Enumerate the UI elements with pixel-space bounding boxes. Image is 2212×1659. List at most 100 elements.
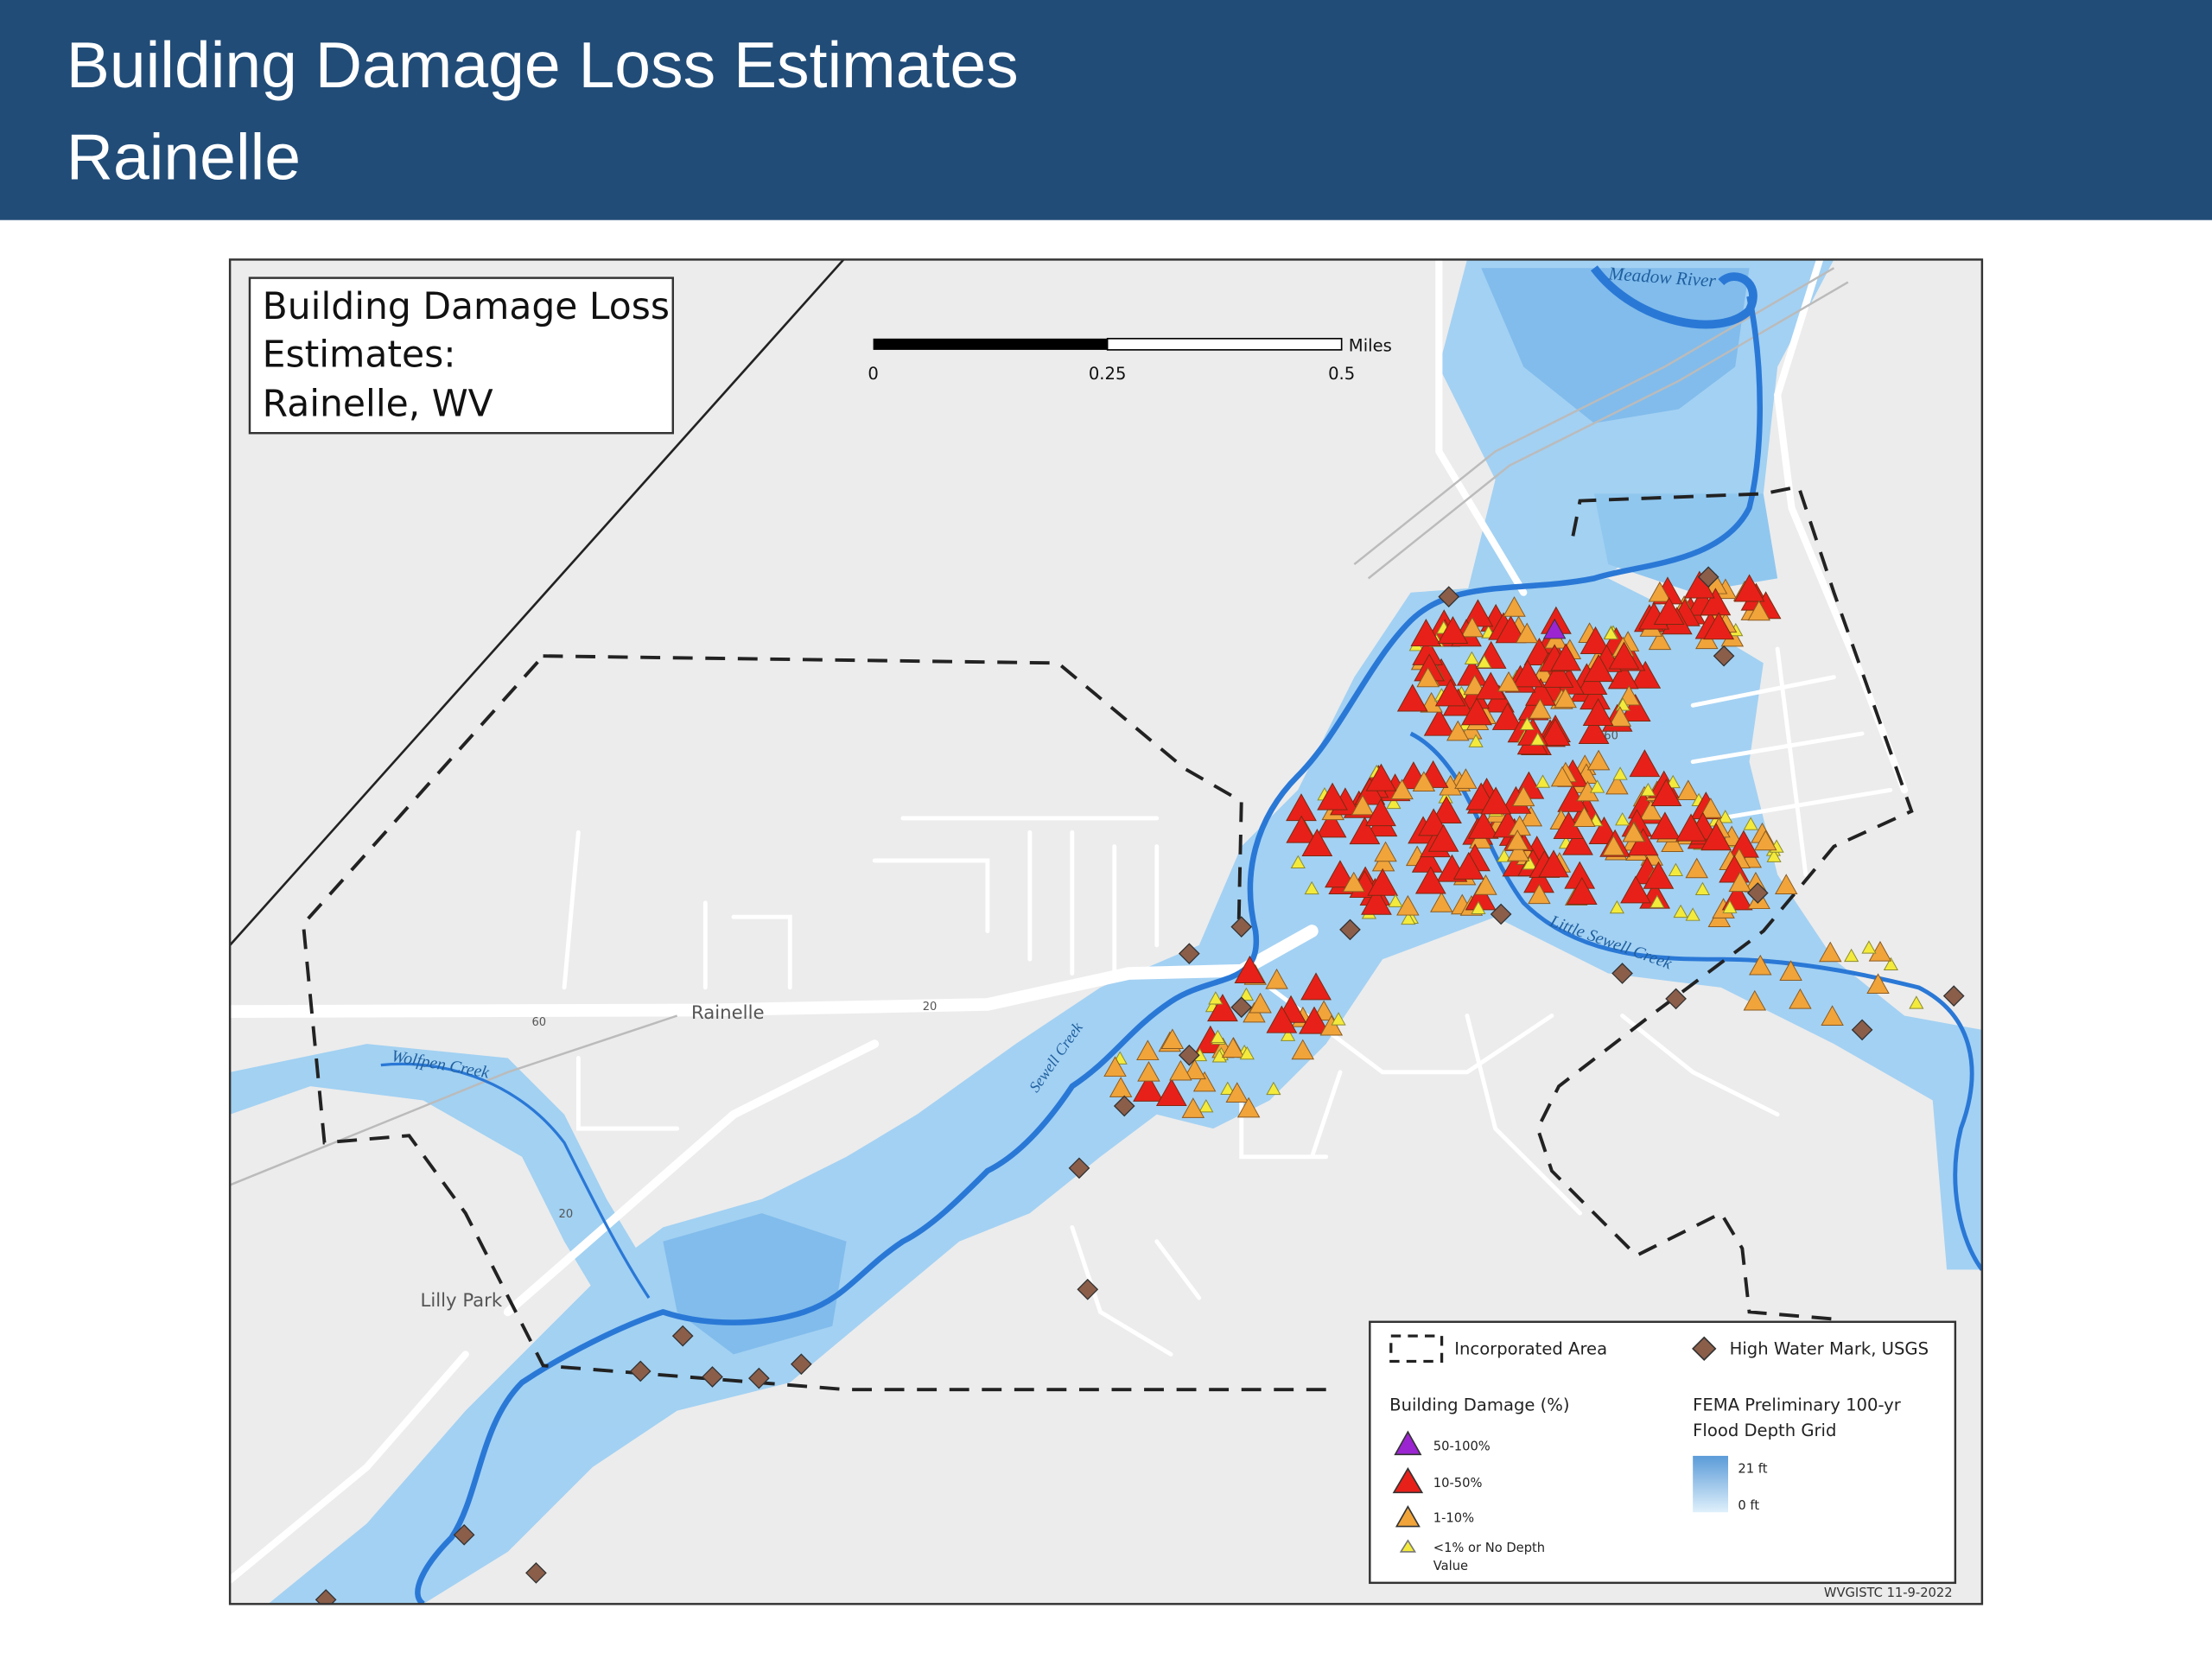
high-water-mark (702, 1366, 723, 1388)
damage-marker (1281, 1027, 1296, 1041)
map (230, 259, 1982, 1605)
damage-marker (1299, 1006, 1330, 1034)
damage-marker (1315, 810, 1347, 838)
damage-marker (1505, 830, 1529, 850)
damage-marker (1620, 875, 1651, 904)
damage-marker (1630, 660, 1662, 689)
map-title-line: Estimates: (263, 334, 456, 376)
damage-marker (1583, 654, 1614, 683)
damage-markers (315, 566, 1965, 1605)
legend-label: 10-50% (1433, 1476, 1483, 1491)
legend-heading: Flood Depth Grid (1693, 1421, 1836, 1440)
railroad (230, 267, 1849, 1186)
high-water-mark (1339, 918, 1361, 941)
damage-marker (1388, 893, 1403, 907)
damage-marker (1542, 659, 1574, 688)
legend-symbol (1389, 1334, 1444, 1363)
damage-marker (1673, 904, 1688, 918)
damage-marker (1477, 654, 1492, 669)
damage-marker (1461, 697, 1493, 726)
header-title: Building Damage Loss Estimates (67, 29, 1019, 101)
legend-gradient (1693, 1455, 1728, 1513)
damage-marker (1573, 806, 1596, 827)
damage-marker (1629, 749, 1661, 778)
road-label: 60 (1604, 730, 1618, 743)
high-water-mark (1942, 985, 1965, 1007)
legend-label: High Water Mark, USGS (1730, 1338, 1929, 1358)
damage-marker (1512, 659, 1543, 688)
scale-unit: Miles (1349, 336, 1392, 356)
damage-marker (1754, 830, 1777, 851)
damage-marker (1503, 596, 1526, 617)
damage-marker (1239, 1046, 1255, 1060)
damage-marker (1607, 661, 1639, 690)
damage-marker (1198, 1098, 1214, 1113)
damage-marker (1728, 871, 1751, 893)
legend-label: 50-100% (1433, 1439, 1491, 1453)
damage-marker (1694, 881, 1711, 895)
damage-marker (1883, 957, 1898, 971)
damage-marker (1103, 1056, 1127, 1077)
high-water-mark (1713, 645, 1735, 667)
damage-marker (1522, 855, 1537, 870)
damage-marker (1602, 835, 1625, 856)
damage-marker (1221, 1037, 1245, 1058)
damage-marker (1420, 691, 1443, 713)
damage-marker (1386, 795, 1402, 810)
high-water-mark (1077, 1278, 1099, 1300)
damage-marker (1718, 810, 1733, 823)
damage-marker (1471, 900, 1486, 914)
damage-marker (1468, 734, 1484, 747)
damage-marker (1747, 600, 1770, 621)
damage-marker (1685, 907, 1700, 921)
damage-marker (1286, 815, 1318, 843)
damage-marker (1722, 899, 1738, 913)
damage-marker (1866, 973, 1890, 995)
legend-label: 1-10% (1433, 1511, 1474, 1526)
damage-marker (1506, 841, 1530, 861)
damage-marker (1566, 876, 1598, 905)
damage-marker (1137, 1060, 1160, 1082)
damage-marker (1437, 616, 1469, 645)
damage-marker (1475, 671, 1507, 700)
damage-marker (1136, 1039, 1160, 1061)
high-water-mark (629, 1360, 652, 1382)
damage-marker (1733, 574, 1765, 602)
legend-symbol (1395, 1505, 1421, 1528)
damage-marker (1460, 616, 1484, 638)
damage-marker (1650, 778, 1682, 806)
high-water-mark (1230, 996, 1253, 1019)
damage-marker (1365, 763, 1397, 791)
damage-marker (1603, 626, 1618, 640)
damage-marker (1412, 771, 1436, 791)
damage-marker (1396, 894, 1420, 916)
map-title: Building Damage Loss Estimates: Rainelle… (263, 286, 670, 426)
damage-marker (1497, 671, 1521, 692)
high-water-mark (1697, 566, 1719, 588)
damage-marker (1700, 588, 1732, 616)
legend-label: Value (1433, 1559, 1468, 1573)
damage-marker (1528, 883, 1551, 905)
map-title-line: Rainelle, WV (263, 384, 493, 426)
damage-marker (1861, 940, 1877, 954)
damage-marker (1627, 828, 1659, 856)
damage-marker (1474, 874, 1497, 895)
damage-marker (1480, 786, 1512, 815)
damage-marker (1675, 813, 1707, 842)
damage-marker (1542, 618, 1567, 639)
map-frame (228, 258, 1984, 1605)
legend-heading: Building Damage (%) (1389, 1395, 1569, 1415)
damage-marker (1414, 866, 1446, 894)
damage-marker (1331, 1012, 1346, 1026)
damage-marker (1367, 868, 1399, 896)
damage-marker (1401, 911, 1416, 925)
damage-marker (1446, 720, 1470, 741)
damage-marker (1743, 817, 1758, 830)
place-label: Rainelle (691, 1002, 765, 1024)
damage-marker (1550, 766, 1574, 787)
damage-marker (1301, 828, 1333, 856)
legend-symbol (1399, 1539, 1417, 1553)
scale-tick: 0.25 (1089, 364, 1127, 384)
damage-marker (1608, 641, 1640, 670)
damage-marker (1464, 651, 1479, 665)
